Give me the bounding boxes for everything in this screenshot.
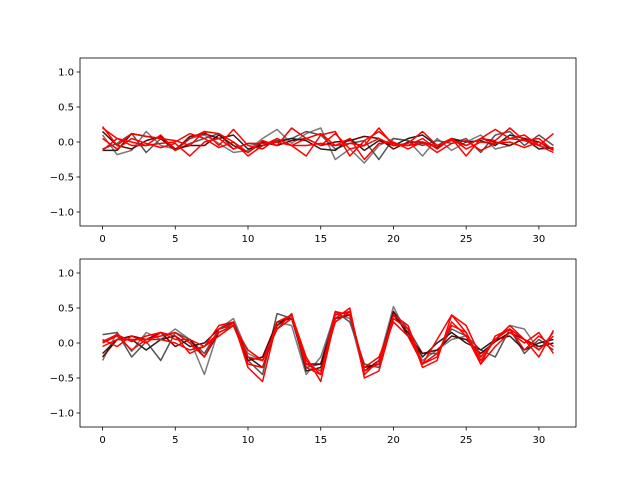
x-tick-label: 5 — [172, 234, 178, 245]
y-tick-label: −1.0 — [50, 208, 74, 219]
x-tick-label: 20 — [387, 435, 400, 446]
y-tick-label: 1.0 — [58, 68, 74, 79]
y-tick-label: 0.0 — [58, 138, 74, 149]
x-tick-label: 5 — [172, 435, 178, 446]
y-tick-label: 0.0 — [58, 339, 74, 350]
bottom-subplot: 0 5 10 15 20 25 30 −1.0 −0.5 0.0 0.5 1.0 — [50, 258, 577, 446]
series-line-7 — [102, 310, 554, 376]
series-group — [101, 305, 555, 383]
y-tick-label: 0.5 — [58, 103, 74, 114]
x-tick-label: 30 — [533, 435, 546, 446]
x-tick-label: 15 — [314, 234, 327, 245]
x-tick-label: 25 — [460, 435, 473, 446]
x-tick-label: 25 — [460, 234, 473, 245]
y-tick-label: −0.5 — [50, 374, 74, 385]
y-tick-label: 0.5 — [58, 304, 74, 315]
x-tick-label: 30 — [533, 234, 546, 245]
y-tick-label: −1.0 — [50, 409, 74, 420]
series-line-6 — [102, 127, 554, 157]
y-tick-label: −0.5 — [50, 173, 74, 184]
series-line-7 — [102, 132, 554, 161]
x-tick-label: 15 — [314, 435, 327, 446]
x-tick-label: 10 — [242, 234, 255, 245]
top-subplot: 0 5 10 15 20 25 30 −1.0 −0.5 0.0 0.5 1.0 — [50, 57, 577, 245]
series-line-8 — [102, 137, 554, 157]
x-tick-label: 0 — [99, 435, 105, 446]
series-line-8 — [102, 310, 554, 376]
x-tick-label: 20 — [387, 234, 400, 245]
x-tick-label: 10 — [242, 435, 255, 446]
x-tick-label: 0 — [99, 234, 105, 245]
series-group — [101, 126, 554, 164]
y-tick-label: 1.0 — [58, 269, 74, 280]
